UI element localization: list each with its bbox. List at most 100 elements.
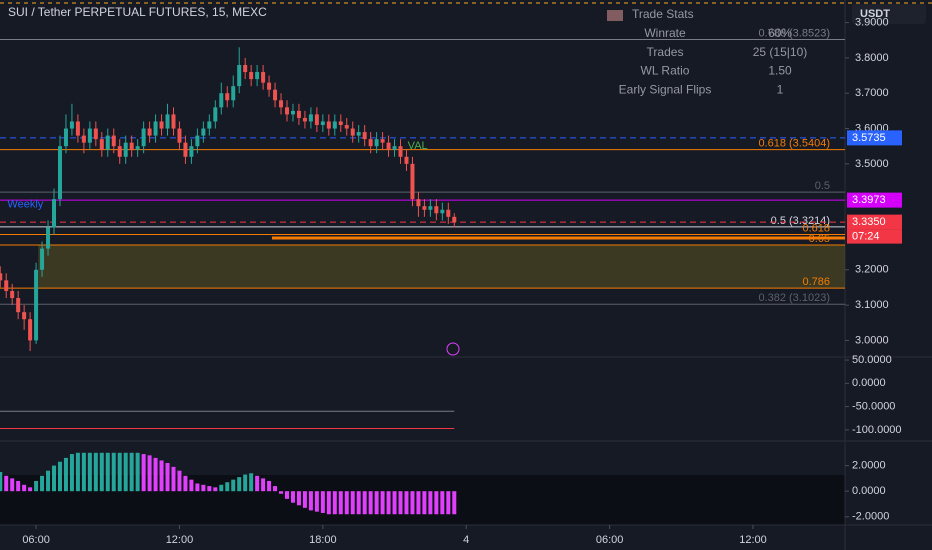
histogram-bar [374,491,379,515]
histogram-bar [434,491,439,515]
candle-body [183,142,188,157]
candle-body [135,146,140,150]
histogram-bar [117,452,122,492]
histogram-bar [171,466,176,492]
histogram-bar [46,470,51,492]
histogram-bar [422,491,427,515]
histogram-bar [290,491,295,503]
histogram-bar [159,460,164,492]
histogram-bar [189,479,194,492]
histogram-bar [237,477,242,492]
candle-body [99,139,104,150]
candle-body [446,209,451,217]
histogram-bar [0,471,3,492]
y-tick-label: 3.0000 [855,334,889,346]
price-tag [847,192,902,208]
histogram-bar [129,452,134,492]
histogram-bar [410,491,415,515]
histogram-bar [16,480,21,492]
level-label: 0.382 (3.1023) [758,292,830,304]
histogram-bar [296,491,301,506]
level-label: 0.786 (3.8523) [758,27,830,39]
candle-body [111,135,116,147]
histogram-bar [75,452,80,492]
histogram-bar [81,452,86,492]
candle-body [207,121,212,129]
histogram-bar [380,491,385,515]
candle-body [10,290,15,299]
candle-body [344,125,349,129]
histogram-bar [10,478,15,492]
candle-body [40,248,45,270]
currency-button[interactable] [852,4,926,24]
candle-body [195,135,200,147]
histogram-bar [40,475,45,492]
level-label: 0.5 [815,180,830,192]
candle-body [129,142,134,150]
annotation: VAL [408,140,428,152]
candle-body [440,209,445,214]
price-tag-label: 3.5735 [852,132,886,144]
currency[interactable]: USDT [860,8,890,20]
candle-body [332,121,337,129]
candle-body [386,142,391,150]
y-tick-label: 0.0000 [852,377,886,389]
histogram-bar [392,491,397,515]
candle-body [243,64,248,73]
candle-body [404,156,409,164]
candle-body [219,93,224,108]
level-label: 0.65 [809,233,830,245]
stat-label: WL Ratio [641,64,690,78]
fib-zone [38,245,846,289]
candle-body [290,110,295,115]
histogram-bar [386,491,391,515]
histogram-bar [332,491,337,515]
candle-body [159,121,164,129]
histogram-bar [446,491,451,515]
histogram-bar [404,491,409,515]
candle-body [231,86,236,101]
y-tick-label: -50.0000 [852,400,895,412]
candle-body [165,114,170,129]
histogram-bar [219,484,224,492]
level-label: 0.618 [802,222,830,234]
stat-value: 25 (15|10) [753,45,808,59]
stats-icon [607,10,623,21]
candle-body [296,110,301,118]
y-tick-label: 3.7000 [855,87,889,99]
candle-body [87,128,92,143]
histogram-bar [273,486,278,492]
candle-body [4,280,9,291]
level-label: 0.5 (3.3214) [771,215,830,227]
candle-body [326,121,331,129]
candle-body [105,135,110,150]
histogram-bar [147,455,152,492]
candle-body [380,139,385,143]
price-tag-label: 3.3350 [852,216,886,228]
histogram-bar [452,491,457,515]
candle-body [177,128,182,143]
x-tick-label: 12:00 [739,534,767,546]
stats-title: Trade Stats [632,7,694,21]
price-tag-label: 3.3973 [852,194,886,206]
histogram-bar [183,475,188,492]
histogram-bar [177,470,182,492]
histogram-bar [356,491,361,515]
stat-value: 1.50 [768,64,792,78]
stat-label: Early Signal Flips [619,82,712,96]
candle-body [261,72,266,83]
histogram-bar [22,484,27,492]
y-tick-label: 3.2000 [855,264,889,276]
candle-body [213,107,218,122]
candle-body [57,146,62,200]
x-tick-label: 4 [463,534,469,546]
histogram-bar [195,483,200,492]
x-tick-label: 06:00 [596,534,624,546]
histogram-bar [111,452,116,492]
histogram-bar [213,487,218,492]
price-tag [847,214,902,230]
histogram-bar [123,452,128,492]
candle-body [392,146,397,150]
candle-body [362,132,367,140]
level-label: 0.618 (3.5404) [758,137,830,149]
